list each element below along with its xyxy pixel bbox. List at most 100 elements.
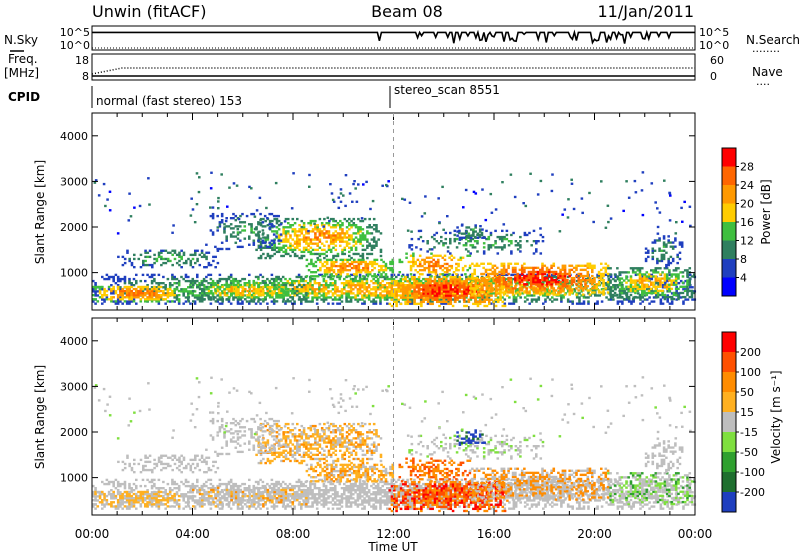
power-cell: [298, 298, 301, 300]
power-cell: [239, 240, 242, 242]
power-cell: [110, 300, 113, 302]
power-cell: [443, 288, 446, 290]
power-cell: [623, 271, 626, 273]
power-cell: [363, 282, 366, 284]
power-cell: [488, 236, 491, 238]
power-cell: [346, 236, 349, 238]
power-cell: [370, 292, 373, 294]
power-cell: [391, 274, 394, 276]
power-cell: [564, 277, 567, 279]
power-cell: [171, 278, 174, 280]
power-cell: [532, 273, 535, 275]
power-cell: [564, 208, 567, 210]
power-cell: [537, 273, 540, 275]
power-cell: [208, 262, 211, 264]
power-cell: [321, 230, 324, 232]
power-cell: [498, 275, 501, 277]
power-cell: [313, 223, 316, 225]
power-cell: [282, 276, 285, 278]
power-cell: [345, 174, 348, 176]
power-cell: [332, 284, 335, 286]
power-cell: [293, 303, 296, 305]
power-cell: [388, 296, 391, 298]
power-cell: [665, 246, 668, 248]
power-cell: [311, 296, 314, 298]
power-cell: [630, 303, 633, 305]
power-cell: [459, 295, 462, 297]
power-cell: [253, 294, 256, 296]
power-cell: [174, 250, 177, 252]
power-cell: [215, 290, 218, 292]
power-cell: [160, 282, 163, 284]
power-cell: [225, 248, 228, 250]
power-cell: [670, 262, 673, 264]
power-cell: [121, 296, 124, 298]
power-cell: [298, 274, 301, 276]
power-cell: [424, 212, 427, 214]
power-cell: [540, 180, 543, 182]
power-cell: [479, 299, 482, 301]
power-cell: [523, 285, 526, 287]
power-cell: [137, 290, 140, 292]
power-cell: [627, 286, 630, 288]
power-cell: [385, 265, 388, 267]
power-cell: [362, 236, 365, 238]
power-cell: [682, 300, 685, 302]
power-cell: [316, 249, 319, 251]
power-cell: [407, 284, 410, 286]
power-cell: [619, 300, 622, 302]
power-cell: [362, 245, 365, 247]
power-cell: [679, 243, 682, 245]
power-cell: [151, 300, 154, 302]
power-cell: [600, 273, 603, 275]
power-cell: [539, 227, 542, 229]
power-cell: [530, 244, 533, 246]
power-cell: [539, 291, 542, 293]
power-cell: [682, 296, 685, 298]
power-cell: [477, 237, 480, 239]
power-cell: [503, 277, 506, 279]
power-cell: [431, 236, 434, 238]
power-cell: [147, 252, 150, 254]
power-cell: [323, 278, 326, 280]
power-cell: [367, 271, 370, 273]
power-cell: [271, 223, 274, 225]
power-cell: [293, 300, 296, 302]
power-cell: [99, 286, 102, 288]
power-cell: [504, 305, 507, 307]
power-cell: [298, 234, 301, 236]
power-cell: [425, 282, 428, 284]
power-cell: [514, 275, 517, 277]
power-cell: [650, 284, 653, 286]
power-cell: [371, 263, 374, 265]
power-cell: [487, 287, 490, 289]
power-cell: [454, 234, 457, 236]
power-cell: [464, 273, 467, 275]
power-cell: [492, 271, 495, 273]
power-cell: [679, 271, 682, 273]
power-cell: [661, 292, 664, 294]
power-cell: [650, 275, 653, 277]
power-cell: [498, 283, 501, 285]
power-cell: [325, 230, 328, 232]
power-cell: [430, 265, 433, 267]
power-cell: [417, 265, 420, 267]
power-cell: [94, 290, 97, 292]
power-cell: [144, 292, 147, 294]
power-cell: [411, 298, 414, 300]
power-cell: [486, 297, 489, 299]
power-cell: [559, 277, 562, 279]
power-cell: [391, 290, 394, 292]
power-cell: [513, 300, 516, 302]
power-cell: [156, 258, 159, 260]
power-cell: [192, 284, 195, 286]
power-cell: [392, 263, 395, 265]
power-cell: [673, 273, 676, 275]
power-cell: [226, 294, 229, 296]
power-cell: [472, 233, 475, 235]
power-cell: [335, 245, 338, 247]
power-cell: [360, 263, 363, 265]
power-cell: [282, 247, 285, 249]
power-cell: [323, 294, 326, 296]
power-cell: [328, 245, 331, 247]
